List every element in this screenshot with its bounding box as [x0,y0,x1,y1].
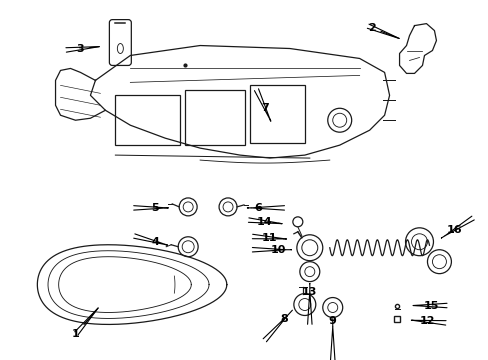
Text: 15: 15 [412,301,446,311]
Text: 7: 7 [254,89,270,121]
Text: 8: 8 [263,310,292,342]
Text: 1: 1 [71,308,98,339]
Text: 13: 13 [302,284,317,324]
Text: 9: 9 [328,316,336,360]
Text: 5: 5 [133,203,168,213]
Text: 2: 2 [366,23,398,39]
Text: 16: 16 [440,216,473,238]
Text: 14: 14 [248,217,282,227]
Text: 3: 3 [66,44,99,54]
Text: 10: 10 [252,245,291,255]
Text: 6: 6 [247,203,284,213]
Text: 4: 4 [133,234,167,247]
Text: 11: 11 [252,233,286,243]
Text: 12: 12 [410,316,445,327]
